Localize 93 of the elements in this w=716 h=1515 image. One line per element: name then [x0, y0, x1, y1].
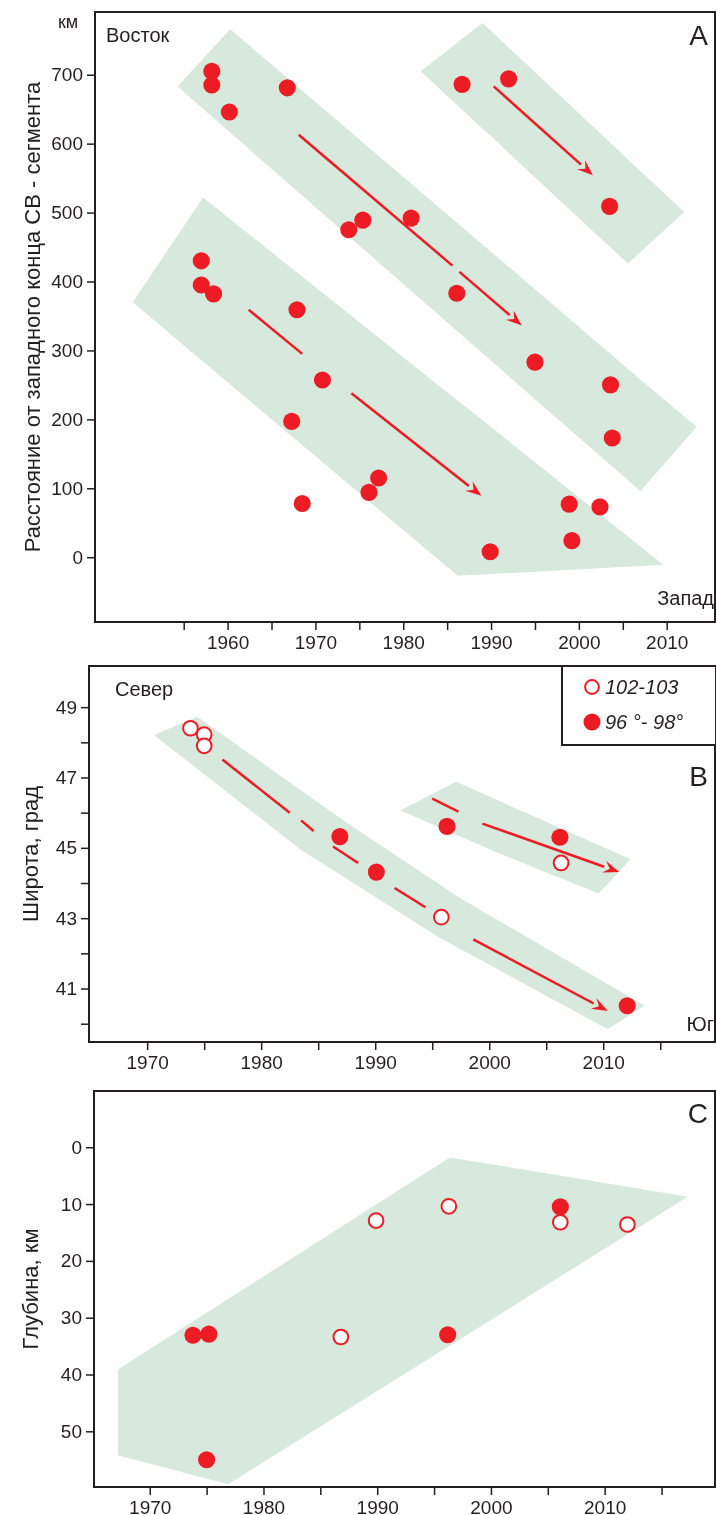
x-tick-label: 1980	[242, 1497, 286, 1515]
point	[192, 276, 210, 294]
point	[526, 353, 544, 371]
point	[552, 854, 570, 872]
x-tick-label: 1990	[356, 1497, 399, 1515]
point	[360, 483, 378, 501]
x-tick-label: 1980	[240, 1052, 283, 1074]
x-tick-label: 1970	[126, 1052, 169, 1074]
x-tick-label: 1990	[354, 1052, 397, 1074]
point	[198, 1451, 216, 1469]
x-tick-label: 2010	[584, 1497, 627, 1515]
y-tick-label: 30	[60, 1307, 82, 1329]
point	[354, 211, 372, 229]
y-tick-label: 43	[55, 907, 77, 929]
point	[288, 301, 306, 319]
y-tick-label: 200	[51, 408, 83, 430]
x-tick-label: 1980	[382, 632, 425, 654]
y-tick-label: 20	[60, 1250, 82, 1272]
point	[591, 498, 609, 516]
point	[370, 469, 388, 487]
point	[293, 494, 311, 512]
point	[182, 719, 199, 737]
point	[402, 209, 420, 227]
point	[601, 376, 620, 394]
y-tick-label: 50	[60, 1420, 82, 1442]
x-tick-label: 2000	[558, 632, 601, 654]
legend-label: 96 °- 98°	[605, 711, 684, 733]
y-tick-label: 0	[71, 1136, 82, 1158]
point	[331, 828, 349, 846]
point	[500, 70, 518, 88]
point	[563, 532, 581, 550]
y-axis-title: Глубина, км	[18, 1228, 43, 1350]
x-tick-label: 1970	[129, 1497, 172, 1515]
point	[340, 221, 358, 239]
point	[203, 76, 221, 94]
y-tick-label: 700	[51, 64, 83, 86]
annotation: Запад	[657, 587, 715, 609]
point	[560, 495, 578, 513]
annotation: Юг	[686, 1013, 714, 1035]
annotation: Восток	[106, 24, 170, 46]
x-tick-label: 2000	[470, 1497, 513, 1515]
x-tick-label: 1990	[470, 632, 513, 654]
point	[200, 1325, 218, 1343]
y-tick-label: 300	[51, 340, 83, 362]
y-tick-label: 500	[51, 202, 83, 224]
point	[601, 197, 619, 215]
y-axis-title: Широта, град	[18, 785, 43, 923]
point	[453, 75, 471, 93]
point	[440, 1197, 458, 1215]
y-tick-label: 100	[51, 477, 83, 499]
text: км	[57, 12, 79, 32]
annotation: C	[687, 1098, 708, 1129]
point	[481, 543, 499, 561]
y-axis-title: Расстояние от западного конца СВ - сегмента	[20, 80, 45, 553]
point	[367, 1212, 385, 1229]
point	[619, 1216, 636, 1233]
point	[283, 412, 301, 430]
point	[448, 284, 466, 302]
x-tick-label: 2010	[646, 632, 689, 654]
y-tick-label: 600	[51, 133, 83, 155]
x-tick-label: 2010	[582, 1052, 625, 1074]
y-tick-label: 0	[72, 546, 83, 568]
y-tick-label: 45	[55, 837, 77, 859]
point	[551, 1213, 569, 1231]
point	[278, 79, 296, 97]
point	[432, 908, 450, 926]
point	[195, 737, 213, 755]
x-tick-label: 1960	[206, 632, 250, 654]
point	[618, 997, 636, 1015]
point	[192, 252, 210, 270]
annotation: A	[689, 20, 709, 51]
y-tick-label: 400	[51, 271, 83, 293]
y-tick-label: 10	[60, 1193, 82, 1215]
point	[439, 1326, 457, 1344]
point	[438, 817, 456, 835]
point	[205, 285, 223, 303]
legend-label: 102-103	[605, 676, 679, 698]
y-tick-label: 47	[55, 767, 77, 789]
y-tick-label: 41	[55, 978, 77, 1000]
point	[603, 429, 621, 447]
point	[332, 1328, 350, 1346]
annotation: Север	[115, 678, 174, 700]
y-tick-label: 49	[55, 696, 77, 718]
point	[220, 103, 238, 121]
point	[367, 863, 385, 881]
point	[551, 1198, 569, 1216]
y-tick-label: 40	[60, 1364, 82, 1386]
point	[313, 371, 332, 389]
x-tick-label: 2000	[468, 1052, 511, 1074]
annotation: B	[689, 761, 708, 792]
point	[551, 828, 569, 846]
point	[184, 1326, 202, 1344]
x-tick-label: 1970	[294, 632, 338, 654]
